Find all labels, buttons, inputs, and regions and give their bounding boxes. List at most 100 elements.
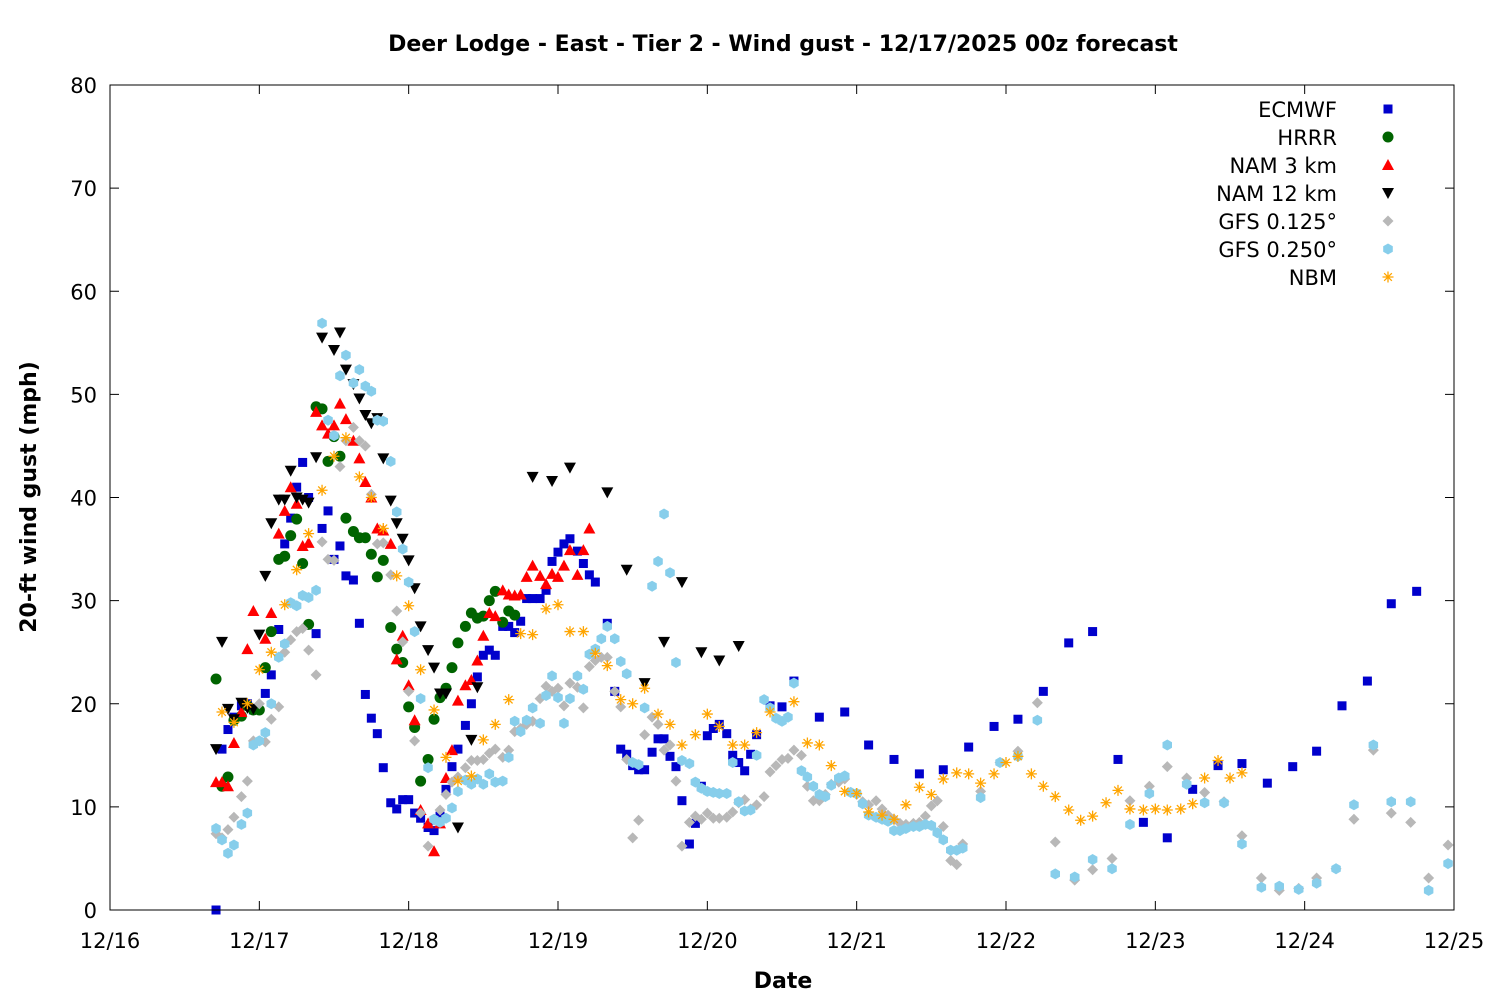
data-point-ecmwf: [1162, 833, 1172, 843]
data-point-gfs-0-250: [274, 651, 284, 663]
data-point-gfs-0-125: [409, 735, 421, 747]
data-point-gfs-0-125: [595, 651, 607, 663]
legend: ECMWF HRRR NAM 3 km NAM 12 km GFS 0.125° GFS …: [1216, 98, 1394, 290]
data-point-gfs-0-125: [1124, 795, 1136, 807]
data-point-gfs-0-250: [291, 600, 302, 612]
data-point-nbm: [988, 768, 1000, 780]
data-point-gfs-0-250: [665, 567, 675, 579]
data-point-ecmwf: [372, 729, 382, 739]
data-point-gfs-0-125: [652, 718, 664, 730]
data-point-gfs-0-125: [310, 669, 322, 681]
series-gfs-0-250: [211, 317, 1453, 896]
data-point-ecmwf: [360, 689, 370, 699]
data-point-nam-12-km: [216, 636, 228, 648]
data-point-nam-12-km: [563, 462, 576, 474]
y-tick-label: 10: [70, 796, 97, 820]
data-point-nbm: [415, 664, 427, 676]
data-point-nbm: [1137, 804, 1149, 816]
data-point-ecmwf: [864, 740, 874, 750]
x-tick-label: 12/16: [80, 929, 141, 953]
data-point-gfs-0-125: [403, 685, 415, 697]
data-point-nam-12-km: [390, 518, 403, 530]
data-point-nbm: [403, 600, 415, 612]
data-point-gfs-0-250: [509, 715, 520, 727]
data-point-gfs-0-125: [727, 806, 739, 818]
data-point-gfs-0-250: [236, 818, 247, 830]
data-point-gfs-0-125: [758, 791, 770, 803]
data-point-gfs-0-250: [447, 802, 457, 814]
series-hrrr: [210, 401, 521, 792]
data-point-gfs-0-125: [397, 636, 409, 648]
data-point-nbm: [465, 770, 477, 782]
data-point-gfs-0-250: [1069, 871, 1080, 883]
data-point-nbm: [1212, 754, 1224, 766]
data-point-gfs-0-250: [303, 592, 314, 603]
data-point-gfs-0-125: [1442, 839, 1454, 851]
data-point-ecmwf: [653, 734, 663, 744]
data-point-gfs-0-250: [547, 670, 557, 682]
data-point-gfs-0-250: [535, 717, 545, 729]
data-point-ecmwf: [1362, 676, 1372, 686]
data-point-nbm: [1149, 803, 1161, 815]
data-point-ecmwf: [1386, 599, 1396, 609]
data-point-gfs-0-250: [633, 759, 644, 771]
x-tick-label: 12/23: [1125, 929, 1186, 953]
data-point-ecmwf: [317, 523, 327, 533]
series-nbm: [216, 432, 1248, 826]
data-point-gfs-0-250: [572, 670, 583, 682]
data-point-gfs-0-125: [489, 743, 501, 755]
data-point-ecmwf: [366, 713, 376, 723]
data-point-gfs-0-250: [1181, 778, 1192, 790]
data-point-nam-3-km: [333, 397, 346, 409]
data-point-gfs-0-125: [721, 811, 733, 823]
data-point-gfs-0-250: [639, 702, 650, 714]
data-point-gfs-0-250: [1032, 714, 1043, 726]
x-tick-label: 12/24: [1274, 929, 1335, 953]
data-point-gfs-0-250: [453, 785, 463, 797]
data-point-gfs-0-125: [552, 682, 564, 694]
data-point-nam-12-km: [713, 655, 726, 667]
data-point-gfs-0-250: [857, 798, 868, 810]
data-point-gfs-0-250: [733, 796, 744, 808]
data-point-nam-3-km: [496, 584, 509, 596]
data-point-nam-3-km: [384, 537, 397, 549]
data-point-gfs-0-250: [527, 702, 538, 714]
data-point-nam-3-km: [284, 481, 297, 493]
data-point-gfs-0-125: [235, 791, 247, 803]
data-point-ecmwf: [522, 594, 532, 604]
data-point-nam-12-km: [353, 393, 366, 405]
data-point-gfs-0-250: [690, 776, 701, 788]
chart-title: Deer Lodge - East - Tier 2 - Wind gust -…: [388, 32, 1178, 57]
data-point-gfs-0-125: [670, 775, 682, 787]
data-point-gfs-0-250: [409, 626, 420, 638]
data-point-ecmwf: [777, 702, 787, 712]
data-point-nam-12-km: [253, 629, 266, 641]
data-point-nam-12-km: [471, 682, 484, 694]
data-point-hrrr: [359, 532, 371, 544]
data-point-nbm: [577, 626, 589, 638]
data-point-gfs-0-250: [317, 317, 327, 329]
data-point-gfs-0-125: [377, 537, 389, 549]
data-point-gfs-0-250: [1274, 880, 1284, 892]
data-point-hrrr: [422, 753, 434, 765]
data-point-gfs-0-250: [596, 633, 607, 645]
data-point-nam-12-km: [414, 621, 427, 633]
data-point-gfs-0-250: [671, 657, 681, 668]
data-point-gfs-0-125: [359, 440, 371, 452]
data-point-nam-12-km: [396, 533, 409, 545]
x-tick-label: 12/18: [378, 929, 439, 953]
data-point-gfs-0-250: [323, 414, 333, 426]
data-point-ecmwf: [453, 744, 463, 754]
data-point-gfs-0-250: [602, 620, 612, 632]
data-points: [210, 317, 1454, 915]
data-point-ecmwf: [286, 513, 296, 523]
data-point-nbm: [253, 664, 265, 676]
data-point-ecmwf: [740, 766, 750, 776]
data-point-ecmwf: [1088, 627, 1098, 637]
data-point-hrrr: [446, 662, 458, 674]
data-point-gfs-0-125: [434, 804, 446, 816]
data-point-nam-12-km: [451, 822, 464, 834]
data-point-nam-12-km: [221, 703, 234, 715]
data-point-ecmwf: [722, 729, 732, 739]
data-point-nbm: [689, 729, 701, 741]
